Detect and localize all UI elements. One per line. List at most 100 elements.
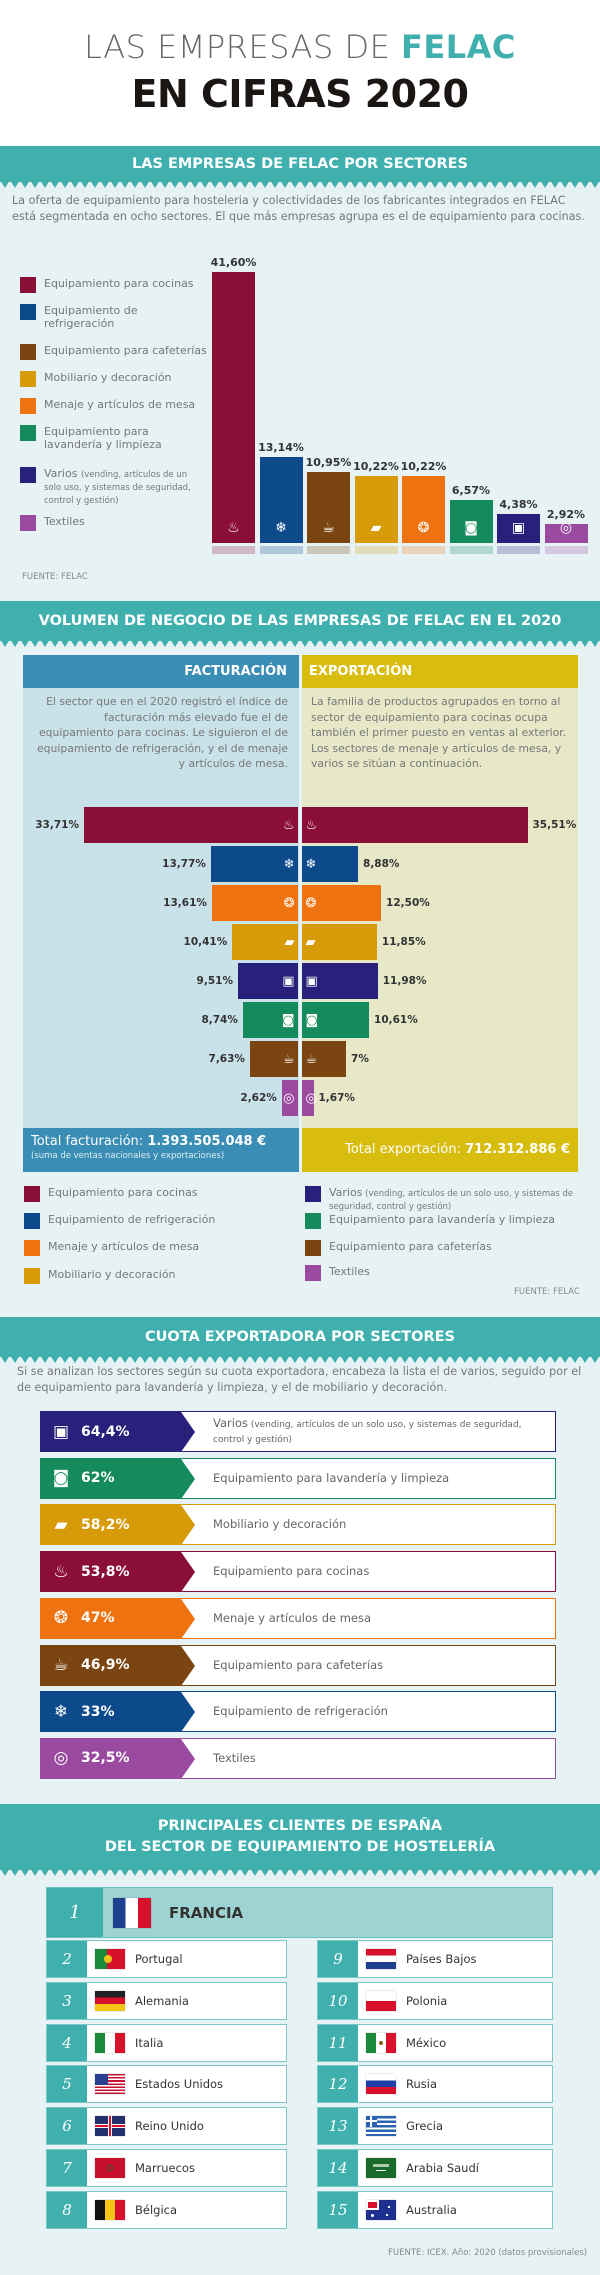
zigzag-divider [0, 1868, 600, 1876]
bar-shadow [402, 546, 445, 554]
country-row: 4 Italia [46, 2023, 287, 2062]
section3-intro: Si se analizan los sectores según su cuo… [17, 1365, 582, 1394]
section2-source: FUENTE: FELAC [514, 1287, 580, 1297]
bar-shadow [307, 546, 350, 554]
tableware-icon: ❂ [305, 895, 317, 911]
export-share-row-menaje: ❂ 47% Menaje y artículos de mesa [40, 1597, 556, 1639]
country-row: 2 Portugal [46, 1940, 287, 1978]
section1-title: LAS EMPRESAS DE FELAC POR SECTORES [132, 156, 468, 172]
coffee-machine-icon: ☕ [322, 519, 335, 536]
legend-item-menaje: Menaje y artículos de mesa [20, 398, 195, 414]
exportacion-bar-cocinas: ♨ [301, 807, 528, 843]
rank-number: 1 [47, 1888, 103, 1937]
export-share-value: 53,8% [81, 1563, 130, 1580]
country-name: Estados Unidos [135, 2077, 224, 2092]
bar-value-label: 41,60% [210, 256, 257, 269]
exportacion-value: 11,98% [382, 975, 427, 987]
legend-swatch [20, 425, 36, 441]
coffee-machine-icon: ☕ [282, 1051, 295, 1067]
australia-flag-icon [366, 2199, 396, 2220]
country-name: Bélgica [135, 2202, 178, 2217]
section1-header: LAS EMPRESAS DE FELAC POR SECTORES [0, 146, 600, 188]
tableware-icon: ❂ [53, 1608, 69, 1629]
export-share-row-cocinas: ♨ 53,8% Equipamiento para cocinas [40, 1551, 556, 1593]
washing-machine-icon: ◙ [281, 1012, 295, 1028]
export-share-value: 58,2% [81, 1516, 130, 1533]
legend-swatch [20, 515, 36, 531]
legend-item-mobiliario: Mobiliario y decoración [24, 1268, 176, 1284]
export-share-value: 62% [81, 1470, 115, 1487]
legend-label-detail: (vending, artículos de un solo uso, y si… [44, 470, 191, 506]
netherlands-flag-icon [366, 1949, 396, 1969]
export-share-row-cafeterias: ☕ 46,9% Equipamiento para cafeterías [40, 1644, 556, 1686]
section1-source: FUENTE: FELAC [22, 572, 88, 582]
rank-number: 13 [318, 2108, 358, 2145]
facturacion-bar-cafeterias: ☕ [249, 1041, 299, 1077]
legend-label: Mobiliario y decoración [48, 1268, 176, 1281]
poland-flag-icon [366, 1990, 396, 2011]
legend-swatch [20, 371, 36, 387]
exportacion-value: 11,85% [381, 936, 426, 948]
row-badge: ❂ 47% [41, 1598, 181, 1638]
page-header: LAS EMPRESAS DE FELAC EN CIFRAS 2020 [0, 0, 600, 146]
rank-number: 15 [318, 2191, 358, 2228]
row-arrow [181, 1505, 195, 1546]
export-share-row-mobiliario: ▰ 58,2% Mobiliario y decoración [40, 1504, 556, 1546]
fridge-icon: ❄ [53, 1701, 69, 1722]
legend-swatch [305, 1240, 321, 1256]
country-name: FRANCIA [169, 1903, 244, 1922]
bar-value-label: 10,95% [305, 455, 352, 469]
textile-roll-icon: ◎ [53, 1748, 69, 1769]
export-share-row-textiles: ◎ 32,5% Textiles [40, 1737, 556, 1779]
country-row: 13 Grecia [317, 2107, 553, 2146]
legend-label: Equipamiento para lavandería y limpieza [44, 425, 162, 451]
facturacion-bar-cocinas: ♨ [83, 807, 299, 843]
country-name: Arabia Saudí [406, 2161, 479, 2175]
row-arrow [181, 1692, 195, 1733]
section4-title-line1: PRINCIPALES CLIENTES DE ESPAÑA [157, 1818, 443, 1834]
country-row: 6 Reino Unido [46, 2107, 287, 2146]
legend-item-lavanderia: Equipamiento para lavandería y limpieza [20, 425, 162, 451]
legend-item-cafeterias: Equipamiento para cafeterías [305, 1240, 492, 1256]
country-row: 5 Estados Unidos [46, 2065, 287, 2104]
country-name: Reino Unido [135, 2119, 204, 2134]
bar-shadow [259, 546, 303, 554]
washing-machine-icon: ◙ [52, 1468, 70, 1489]
page-title-line2: EN CIFRAS 2020 [131, 72, 469, 116]
row-badge: ▣ 64,4% [41, 1412, 181, 1451]
rank-number: 2 [47, 1941, 87, 1977]
sector-label-main: Varios [213, 1415, 248, 1430]
exportacion-bar-textiles: ◎ [301, 1080, 317, 1116]
legend-item-cafeterias: Equipamiento para cafeterías [20, 344, 207, 360]
legend-label: Menaje y artículos de mesa [44, 398, 196, 411]
fridge-icon: ❄ [305, 856, 317, 872]
row-badge: ☕ 46,9% [41, 1645, 181, 1685]
legend-label: Varios [44, 467, 78, 480]
facturacion-text: El sector que en el 2020 registró el índ… [37, 695, 288, 771]
kitchen-icon: ♨ [305, 817, 318, 833]
kitchen-icon: ♨ [53, 1561, 69, 1582]
belgium-flag-icon [95, 2199, 125, 2220]
bar-shadow [212, 546, 255, 554]
legend-label: Equipamiento para cafeterías [329, 1240, 492, 1253]
section2-header: VOLUMEN DE NEGOCIO DE LAS EMPRESAS DE FE… [0, 601, 600, 647]
uk-flag-icon [95, 2116, 125, 2137]
country-name: Países Bajos [406, 1952, 477, 1966]
kitchen-icon: ♨ [227, 520, 240, 536]
legend-label: Equipamiento para cafeterías [44, 344, 207, 357]
section1-intro: La oferta de equipamiento para hosteleri… [12, 194, 585, 223]
legend-swatch [20, 467, 36, 483]
exportacion-value: 8,88% [363, 858, 400, 870]
greece-flag-icon [366, 2116, 396, 2137]
export-share-label: Equipamiento para lavandería y limpieza [213, 1470, 450, 1485]
washing-machine-icon: ◙ [464, 519, 478, 536]
legend-swatch [24, 1240, 40, 1256]
export-share-row-refrigeracion: ❄ 33% Equipamiento de refrigeración [40, 1691, 556, 1733]
rank-number: 6 [47, 2108, 87, 2145]
country-name: Marruecos [135, 2161, 195, 2175]
country-name: Rusia [406, 2077, 437, 2092]
export-share-label: Equipamiento para cocinas [213, 1564, 370, 1579]
legend-label: Menaje y artículos de mesa [48, 1240, 200, 1253]
france-flag-icon [113, 1897, 151, 1928]
bar-mobiliario: ▰ [354, 476, 398, 543]
